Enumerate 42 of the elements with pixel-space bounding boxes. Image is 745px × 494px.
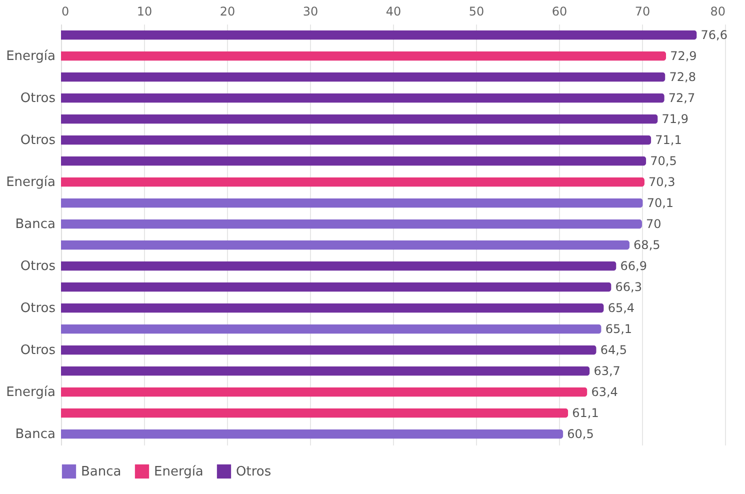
data-label: 66,3 — [615, 280, 642, 294]
data-label: 61,1 — [572, 406, 599, 420]
legend-label: Banca — [81, 464, 122, 480]
data-label: 64,5 — [600, 342, 628, 357]
data-label: 63,4 — [591, 384, 618, 399]
data-label: 70,1 — [646, 196, 674, 210]
legend-label: Otros — [236, 464, 272, 480]
y-tick-label: Otros — [20, 342, 56, 358]
data-label: 66,9 — [620, 258, 647, 273]
x-tick-label: 10 — [136, 4, 152, 18]
y-tick-label: Banca — [15, 426, 56, 442]
x-tick-label: 20 — [220, 4, 236, 18]
y-tick-label: Energía — [6, 49, 56, 64]
x-tick-label: 0 — [62, 4, 70, 18]
data-label: 68,5 — [634, 238, 660, 252]
legend-label: Energía — [154, 464, 204, 480]
data-label: 76,6 — [700, 28, 728, 42]
y-tick-label: Banca — [15, 217, 56, 232]
y-tick-label: Otros — [20, 133, 56, 148]
y-tick-label: Energía — [6, 175, 56, 190]
x-tick-label: 80 — [710, 4, 726, 18]
x-tick-label: 50 — [468, 4, 484, 18]
data-label: 65,1 — [605, 322, 632, 336]
x-tick-label: 30 — [302, 4, 318, 18]
data-label: 70,5 — [650, 154, 677, 168]
data-label: 70 — [646, 217, 662, 231]
data-label: 65,4 — [608, 300, 635, 315]
y-tick-label: Otros — [20, 300, 56, 316]
data-label: 60,5 — [567, 426, 594, 441]
y-tick-label: Otros — [20, 91, 56, 106]
y-tick-label: Otros — [20, 258, 56, 274]
data-label: 72,7 — [668, 91, 696, 106]
x-tick-label: 70 — [634, 4, 650, 18]
x-tick-label: 60 — [552, 4, 568, 18]
x-tick-label: 40 — [386, 4, 402, 18]
data-label: 63,7 — [594, 364, 620, 378]
data-label: 70,3 — [648, 175, 676, 190]
data-label: 72,9 — [670, 49, 697, 64]
data-label: 71,9 — [662, 112, 688, 126]
y-tick-label: Energía — [6, 384, 56, 400]
data-label: 72,8 — [669, 70, 696, 84]
data-label: 71,1 — [655, 133, 682, 148]
